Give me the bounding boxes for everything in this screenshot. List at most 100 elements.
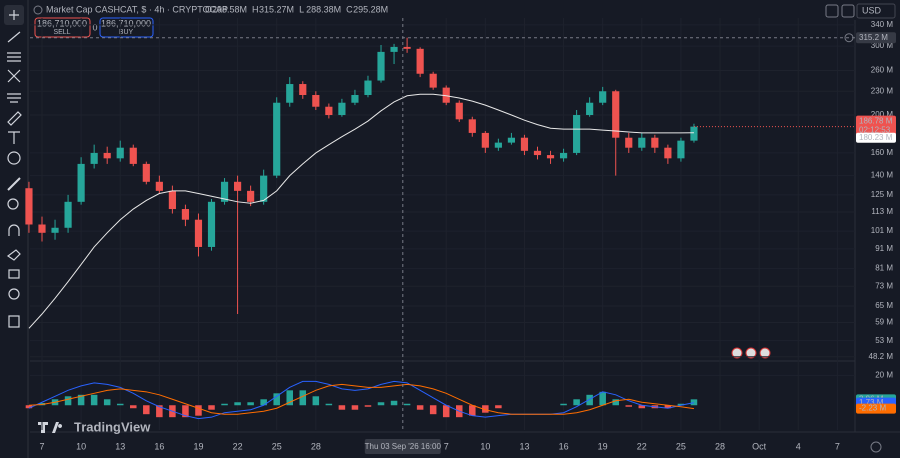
macd-histogram-bar bbox=[286, 390, 294, 406]
tool-fib[interactable] bbox=[7, 52, 21, 62]
candle-body bbox=[25, 188, 33, 225]
y-tick-label: 300 M bbox=[871, 41, 894, 50]
candle-body bbox=[51, 227, 59, 233]
macd-histogram-bar bbox=[573, 399, 580, 406]
sell-button[interactable] bbox=[34, 17, 91, 38]
candle-body bbox=[546, 155, 555, 159]
x-tick-label: 22 bbox=[637, 441, 647, 451]
tool-magnet[interactable] bbox=[8, 224, 20, 236]
candle-body bbox=[194, 219, 203, 247]
last-price: 186.78 M bbox=[859, 117, 893, 126]
macd-histogram-bar bbox=[429, 405, 437, 415]
tool-ruler[interactable] bbox=[7, 177, 21, 191]
candle-body bbox=[338, 102, 346, 116]
tool-lock[interactable] bbox=[8, 269, 20, 279]
candle-body bbox=[364, 80, 372, 96]
readout-value: 288.38M bbox=[306, 4, 341, 14]
candle-body bbox=[416, 48, 424, 74]
macd-value: 1.73 M bbox=[859, 398, 884, 407]
toolbar bbox=[4, 0, 29, 458]
candle-body bbox=[299, 84, 307, 96]
candle-body bbox=[181, 209, 190, 220]
macd-histogram-bar bbox=[364, 405, 372, 407]
candle-body bbox=[468, 119, 476, 133]
candle-body bbox=[455, 102, 463, 120]
add-alert-button[interactable] bbox=[844, 33, 854, 43]
candle-body bbox=[664, 147, 672, 159]
currency-select[interactable] bbox=[856, 3, 896, 19]
macd-histogram-bar bbox=[234, 402, 241, 406]
x-tick-label: 19 bbox=[598, 441, 608, 451]
macd-histogram-bar bbox=[442, 405, 450, 418]
y-tick-label: 230 M bbox=[871, 86, 894, 95]
candle-body bbox=[312, 95, 320, 107]
macd-histogram-bar bbox=[325, 403, 333, 406]
x-tick-label: Oct bbox=[752, 441, 767, 451]
countdown: 02:12:53 bbox=[859, 126, 891, 135]
crosshair-price-bg bbox=[856, 32, 896, 44]
macd-histogram-bar bbox=[103, 399, 111, 406]
macd-histogram-bar bbox=[560, 403, 567, 406]
x-tick-label: 10 bbox=[76, 441, 86, 451]
tool-lock-draw[interactable] bbox=[6, 249, 21, 261]
y-tick-label: 65 M bbox=[875, 301, 893, 310]
buy-label: BUY bbox=[119, 29, 134, 36]
x-tick-label: 22 bbox=[233, 441, 243, 451]
macd-histogram-bar bbox=[247, 402, 254, 406]
candle-body bbox=[625, 137, 633, 148]
tool-text[interactable] bbox=[8, 131, 20, 144]
tool-brush[interactable] bbox=[7, 111, 22, 126]
x-tick-label: 4 bbox=[796, 441, 801, 451]
symbol-title: Market Cap CASHCAT, $ · 4h · CRYPTOCAP bbox=[46, 4, 228, 14]
y-tick-label: 125 M bbox=[871, 190, 894, 199]
watermark: TradingView bbox=[74, 419, 151, 434]
macd-histogram-bar bbox=[351, 405, 359, 410]
readout-key: C bbox=[346, 4, 353, 14]
macd-histogram-bar bbox=[156, 405, 163, 418]
y-tick-label: 59 M bbox=[875, 318, 893, 327]
x-tick-label: 28 bbox=[311, 441, 321, 451]
candle-body bbox=[260, 175, 268, 202]
y-tick-label: 260 M bbox=[871, 66, 894, 75]
macd-histogram-bar bbox=[677, 403, 685, 406]
readout-key: H bbox=[252, 4, 259, 14]
macd-histogram-bar bbox=[25, 405, 33, 409]
ma-value: 180.23 M bbox=[859, 133, 893, 142]
fullscreen-button[interactable] bbox=[841, 4, 855, 18]
x-tick-label: 25 bbox=[676, 441, 686, 451]
buy-button[interactable] bbox=[99, 17, 154, 38]
download-button[interactable] bbox=[825, 4, 839, 18]
tool-measure[interactable] bbox=[7, 93, 21, 103]
settings-button[interactable] bbox=[870, 441, 882, 453]
macd-histogram-bar bbox=[390, 400, 398, 406]
x-tick-label: 19 bbox=[193, 441, 203, 451]
ma-value-bg bbox=[856, 132, 896, 143]
tool-zoom[interactable] bbox=[7, 198, 19, 210]
candle-body bbox=[651, 137, 659, 148]
candle-body bbox=[520, 137, 529, 151]
currency: USD bbox=[862, 5, 882, 15]
x-tick-label: 7 bbox=[835, 441, 840, 451]
tool-trash[interactable] bbox=[8, 315, 20, 328]
candle-body bbox=[677, 140, 685, 159]
macd-histogram-bar bbox=[690, 399, 698, 406]
tool-emoji[interactable] bbox=[7, 151, 21, 165]
candle-body bbox=[77, 163, 85, 202]
tool-eye[interactable] bbox=[8, 288, 20, 300]
candle-body bbox=[129, 147, 137, 164]
y-tick-label: 340 M bbox=[871, 20, 894, 29]
macd-histogram-bar bbox=[482, 405, 489, 413]
candle-body bbox=[273, 102, 281, 176]
macd-histogram-bar bbox=[77, 394, 85, 406]
candle-body bbox=[220, 181, 229, 202]
candle-body bbox=[390, 46, 398, 52]
candle-body bbox=[377, 51, 385, 81]
tool-pattern[interactable] bbox=[7, 69, 21, 83]
candle-body bbox=[351, 95, 359, 103]
candle-body bbox=[638, 137, 646, 148]
macd-histogram-bar bbox=[90, 394, 98, 406]
macd-histogram-bar bbox=[638, 405, 646, 409]
macd-histogram-bar bbox=[64, 396, 72, 406]
tool-line[interactable] bbox=[7, 31, 21, 43]
